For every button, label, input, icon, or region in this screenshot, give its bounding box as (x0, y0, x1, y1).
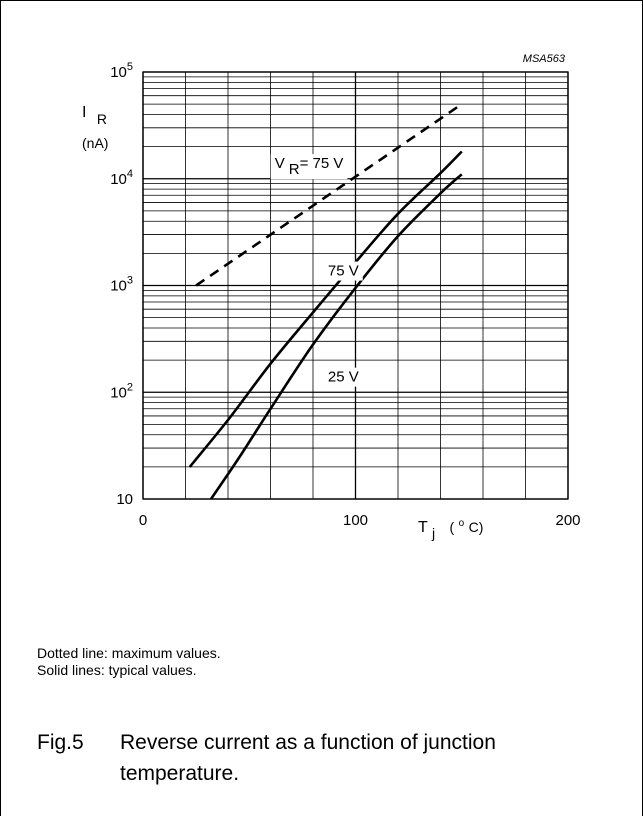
y-tick-exponent: 5 (127, 61, 133, 73)
note-dotted-line: Dotted line: maximum values. (37, 645, 221, 661)
series-line-1 (188, 150, 463, 468)
y-tick-exponent: 4 (127, 168, 133, 180)
y-axis-label-main: I (82, 104, 86, 121)
x-tick-label: 100 (343, 512, 368, 529)
annotation-suffix: = 75 V (300, 155, 344, 172)
y-tick-base: 10 (110, 64, 127, 81)
annotation-subscript: R (289, 161, 300, 178)
y-tick-base: 10 (110, 278, 127, 295)
x-axis-label-sub: j (431, 525, 435, 541)
x-tick-label: 200 (555, 512, 580, 529)
y-tick-exponent: 3 (127, 275, 133, 287)
x-axis-label-unit-sup: o (459, 518, 465, 529)
caption-text: Reverse current as a function of junctio… (120, 731, 496, 785)
y-tick-base: 10 (110, 171, 127, 188)
annotation-background (323, 367, 363, 387)
annotation-text: V (275, 155, 285, 172)
y-tick-label: 105 (110, 61, 133, 81)
y-tick-label: 102 (110, 381, 133, 401)
x-tick-label: 0 (139, 512, 147, 529)
y-tick-label: 104 (110, 168, 133, 188)
x-axis-label-unit-open: ( (450, 519, 455, 535)
figure-code: MSA563 (523, 53, 566, 65)
series-annotation: 25 V (328, 369, 359, 386)
x-axis-label-main: T (418, 519, 428, 536)
annotation-background (323, 261, 363, 281)
x-axis-label: T j ( o C) (418, 513, 483, 542)
chart: MSA563 I R (nA) T j ( o C) 0 100 200101021… (82, 53, 581, 542)
annotation-background (270, 154, 348, 180)
series-line-dashed (195, 103, 463, 287)
series-annotation: 75 V (328, 263, 359, 280)
y-tick-exponent: 2 (127, 381, 133, 393)
plot-border (142, 71, 569, 500)
annotation-text: 75 V (328, 263, 359, 280)
annotations: V R= 75 V 75 V 25 V (275, 155, 359, 385)
y-axis-label-sub: R (97, 111, 107, 127)
annotation-text: 25 V (328, 369, 359, 386)
y-axis-label: I R (82, 104, 107, 127)
chart-grid (142, 71, 569, 500)
series-annotation: V R= 75 V (275, 155, 344, 178)
y-tick-label: 10 (116, 491, 133, 508)
y-tick-base: 10 (116, 491, 133, 508)
note-solid-lines: Solid lines: typical values. (37, 662, 197, 678)
y-tick-base: 10 (110, 384, 127, 401)
series-layer (188, 103, 463, 500)
series-line-2 (209, 173, 463, 500)
caption-figure-number: Fig.5 (37, 731, 84, 754)
y-axis-unit: (nA) (82, 135, 108, 151)
x-axis-label-unit-close: C) (469, 519, 484, 535)
annotation-backgrounds (270, 154, 363, 387)
y-tick-label: 103 (110, 275, 133, 295)
